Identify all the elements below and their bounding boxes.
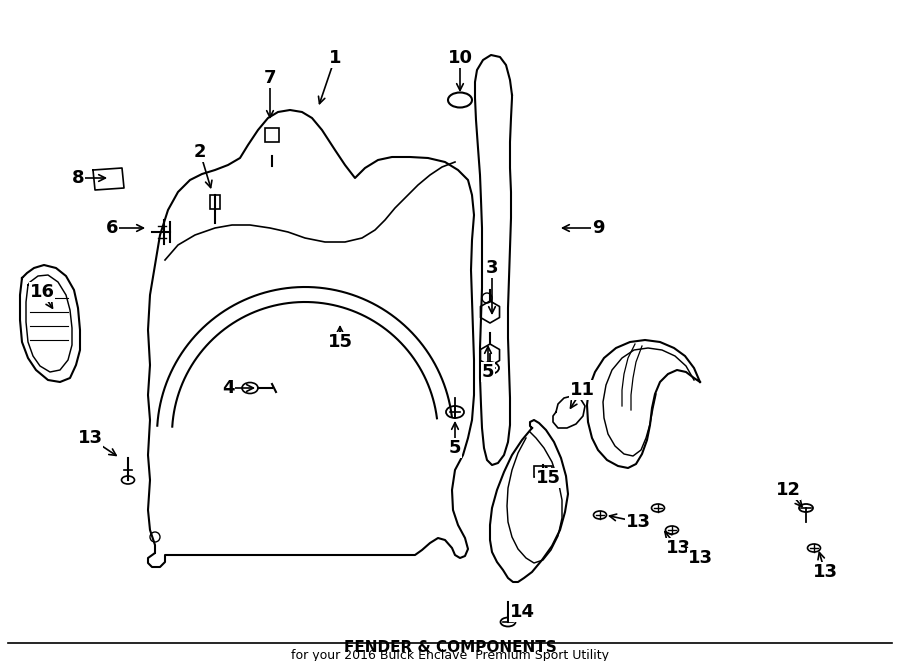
Ellipse shape	[242, 383, 258, 393]
Text: 5: 5	[482, 363, 494, 381]
Text: 9: 9	[592, 219, 604, 237]
Ellipse shape	[799, 504, 813, 512]
Ellipse shape	[593, 511, 607, 519]
Bar	[534, 466, 552, 477]
Text: 5: 5	[449, 439, 461, 457]
Text: 2: 2	[194, 143, 206, 161]
Ellipse shape	[448, 93, 472, 108]
Text: 13: 13	[813, 563, 838, 581]
Bar	[332, 333, 348, 344]
Ellipse shape	[446, 406, 464, 418]
Text: 14: 14	[509, 603, 535, 621]
Text: 4: 4	[221, 379, 234, 397]
Text: 3: 3	[486, 259, 499, 277]
Ellipse shape	[500, 617, 516, 627]
Text: 13: 13	[626, 513, 651, 531]
Text: for your 2016 Buick Enclave  Premium Sport Utility: for your 2016 Buick Enclave Premium Spor…	[291, 648, 609, 661]
Text: 10: 10	[447, 49, 473, 67]
Text: 15: 15	[536, 469, 561, 487]
Text: 6: 6	[106, 219, 118, 237]
Text: 13: 13	[688, 549, 713, 567]
Ellipse shape	[665, 526, 679, 534]
Ellipse shape	[807, 544, 821, 552]
Text: 11: 11	[570, 381, 595, 399]
Text: 13: 13	[77, 429, 103, 447]
Text: 8: 8	[72, 169, 85, 187]
Text: 12: 12	[776, 481, 800, 499]
Text: 15: 15	[328, 333, 353, 351]
Text: 16: 16	[30, 283, 55, 301]
Bar	[265, 128, 279, 142]
Text: 1: 1	[328, 49, 341, 67]
Text: 13: 13	[665, 539, 690, 557]
Ellipse shape	[652, 504, 664, 512]
Text: 7: 7	[264, 69, 276, 87]
Bar	[210, 195, 220, 209]
Ellipse shape	[481, 362, 499, 374]
Ellipse shape	[122, 476, 134, 484]
Text: FENDER & COMPONENTS: FENDER & COMPONENTS	[344, 639, 556, 654]
